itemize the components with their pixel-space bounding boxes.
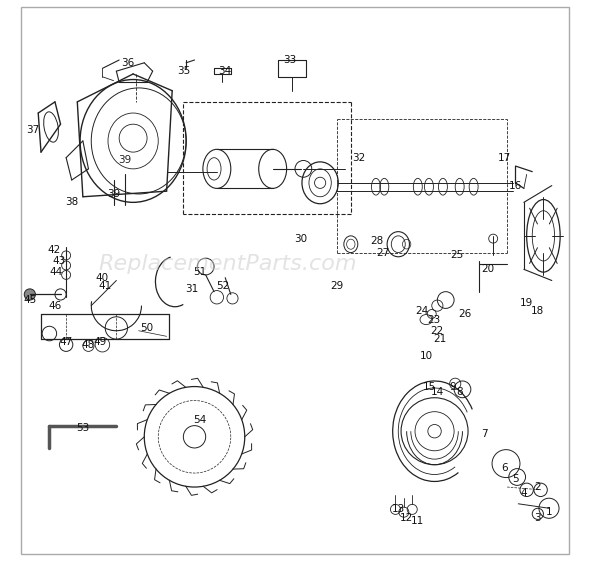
Text: 16: 16 [509,181,522,191]
Text: 51: 51 [194,267,206,277]
Text: 49: 49 [93,337,106,347]
Text: 13: 13 [392,504,405,514]
Text: 48: 48 [82,340,95,350]
Text: 54: 54 [194,415,206,425]
Text: 21: 21 [434,334,447,344]
Text: 31: 31 [185,284,198,294]
Text: 14: 14 [431,387,444,397]
Text: 10: 10 [419,351,432,361]
Text: 6: 6 [501,462,507,472]
Text: 29: 29 [330,281,343,291]
Text: 19: 19 [520,298,533,308]
Text: 9: 9 [450,381,456,392]
Text: 25: 25 [450,250,464,260]
Text: 43: 43 [53,256,66,266]
Text: 23: 23 [427,315,440,325]
Text: 33: 33 [283,55,296,65]
Text: 20: 20 [481,264,494,274]
Text: 39: 39 [118,155,132,165]
Text: 39: 39 [107,189,120,199]
Text: 12: 12 [400,513,413,523]
Text: 36: 36 [121,58,134,68]
Text: 2: 2 [535,482,541,492]
Text: 1: 1 [546,507,552,517]
Text: 41: 41 [99,281,112,291]
Circle shape [24,289,35,300]
Text: 24: 24 [415,306,429,316]
Text: 40: 40 [96,273,109,283]
Text: 8: 8 [456,387,463,397]
Text: 5: 5 [512,473,519,484]
Text: 28: 28 [371,236,384,246]
Text: 26: 26 [458,309,472,319]
Text: 11: 11 [411,516,424,526]
Text: ReplacementParts.com: ReplacementParts.com [99,254,358,274]
Text: 30: 30 [294,233,307,243]
Text: 4: 4 [520,488,527,498]
Text: 22: 22 [431,326,444,335]
Text: 17: 17 [498,153,511,163]
Text: 46: 46 [48,301,61,311]
Text: 38: 38 [65,197,78,208]
Text: 44: 44 [50,267,63,277]
Text: 3: 3 [535,513,541,523]
Text: 35: 35 [177,66,190,76]
Text: 50: 50 [140,323,153,333]
Text: 7: 7 [481,429,488,439]
Text: 32: 32 [353,153,366,163]
Text: 15: 15 [422,381,435,392]
Text: 18: 18 [531,306,545,316]
Text: 45: 45 [23,295,37,305]
Text: 53: 53 [76,424,90,434]
Text: 34: 34 [219,66,232,76]
Text: 27: 27 [376,247,390,257]
Text: 42: 42 [47,245,60,255]
Text: 52: 52 [216,281,229,291]
Text: 47: 47 [60,337,73,347]
Text: 37: 37 [26,125,40,135]
